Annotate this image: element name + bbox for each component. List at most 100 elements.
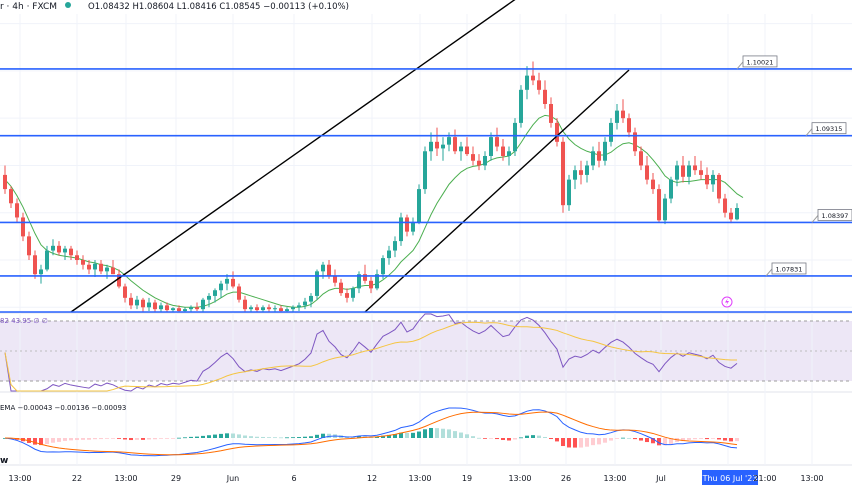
time-axis: 13:00 22 13:00 29 Jun 6 12 13:00 19 13:00 26 13:00 J… (8, 470, 824, 485)
macd-histogram-bar (177, 437, 181, 439)
macd-histogram-bar (495, 438, 499, 440)
macd-histogram-bar (243, 435, 247, 438)
lightning-icon[interactable] (721, 296, 733, 308)
candle (735, 203, 739, 221)
macd-histogram-bar (117, 438, 121, 439)
macd-histogram-bar (327, 433, 331, 438)
price-label-pointer (765, 268, 773, 277)
candle (69, 245, 73, 260)
candle (681, 156, 685, 183)
macd-histogram-bar (693, 438, 697, 440)
time-tick-label: 13:00 (800, 474, 823, 483)
candle (513, 118, 517, 156)
candle (45, 245, 49, 272)
candle (273, 305, 277, 312)
candle (567, 174, 571, 211)
candle (93, 260, 97, 278)
price-level-label: 1.09315 (816, 125, 843, 133)
macd-histogram-bar (207, 435, 211, 438)
candle (207, 293, 211, 308)
candle (459, 141, 463, 161)
macd-histogram-bar (105, 438, 109, 439)
macd-histogram-bar (171, 438, 175, 439)
candle (351, 286, 355, 302)
macd-histogram-bar (321, 433, 325, 438)
macd-histogram-bar (201, 435, 205, 438)
channel-trendline[interactable] (70, 0, 521, 313)
candle (639, 146, 643, 171)
macd-histogram-bar (603, 438, 607, 443)
candle (33, 250, 37, 279)
candle (27, 231, 31, 260)
price-level-label: 1.08397 (822, 212, 849, 220)
channel-trendline[interactable] (364, 69, 630, 313)
candle (111, 260, 115, 275)
macd-histogram-bar (141, 438, 145, 440)
macd-histogram-bar (51, 438, 55, 443)
candle (621, 99, 625, 123)
candle (543, 80, 547, 109)
candle (3, 165, 7, 194)
candle (189, 305, 193, 312)
rsi-layer (4, 313, 738, 392)
macd-histogram-bar (33, 438, 37, 445)
rsi-ma-line (4, 321, 738, 392)
macd-histogram-bar (219, 433, 223, 438)
signal-line (4, 411, 738, 456)
candle (363, 264, 367, 284)
time-tick-label: 13:00 (8, 474, 31, 483)
candle (531, 61, 535, 86)
macd-histogram-bar (411, 432, 415, 438)
macd-histogram-bar (585, 438, 589, 447)
macd-histogram-bar (687, 438, 691, 440)
candle (585, 160, 589, 183)
candle (705, 167, 709, 190)
macd-histogram-bar (423, 429, 427, 438)
time-tick-label: 19 (462, 474, 472, 483)
candle (339, 278, 343, 296)
macd-histogram-bar (303, 436, 307, 438)
candle (693, 156, 697, 175)
vertical-gridlines (19, 14, 813, 465)
candle (99, 260, 103, 275)
macd-histogram-bar (555, 438, 559, 442)
macd-histogram-bar (681, 438, 685, 442)
macd-histogram-bar (657, 438, 661, 446)
candle (315, 269, 319, 300)
macd-histogram-bar (75, 438, 79, 441)
macd-histogram-bar (291, 437, 295, 439)
candle (231, 271, 235, 289)
candle (699, 160, 703, 180)
price-label-pointer (736, 61, 744, 70)
candle (471, 146, 475, 166)
macd-histogram-bar (69, 438, 73, 441)
header-bar: r · 4h · FXCM O1.08432 H1.08604 L1.08416… (0, 2, 349, 12)
candle (525, 66, 529, 100)
macd-histogram-bar (459, 432, 463, 438)
candle (555, 118, 559, 147)
candle (579, 160, 583, 185)
candle (435, 127, 439, 156)
candle (39, 264, 43, 284)
macd-histogram-bar (357, 436, 361, 438)
macd-histogram-bar (87, 438, 91, 440)
candle (405, 214, 409, 237)
time-tick-label: 13:00 (408, 474, 431, 483)
candle (633, 127, 637, 156)
time-tick-label: 13:00 (508, 474, 531, 483)
macd-histogram-bar (225, 433, 229, 438)
macd-histogram-bar (237, 434, 241, 438)
macd-histogram-bar (375, 436, 379, 438)
candle (81, 255, 85, 270)
price-label-pointer (805, 128, 813, 136)
macd-histogram-bar (381, 435, 385, 438)
time-tick-label: 26 (561, 474, 571, 483)
macd-histogram-bar (285, 437, 289, 439)
symbol-label[interactable]: r · 4h · FXCM (0, 2, 57, 12)
rsi-legend: 82 43.95 ∅ ∅ (0, 317, 48, 325)
candle (21, 212, 25, 242)
macd-histogram-bar (57, 438, 61, 442)
moving-average-line (4, 114, 744, 308)
candle (489, 132, 493, 161)
macd-histogram-bar (531, 435, 535, 438)
